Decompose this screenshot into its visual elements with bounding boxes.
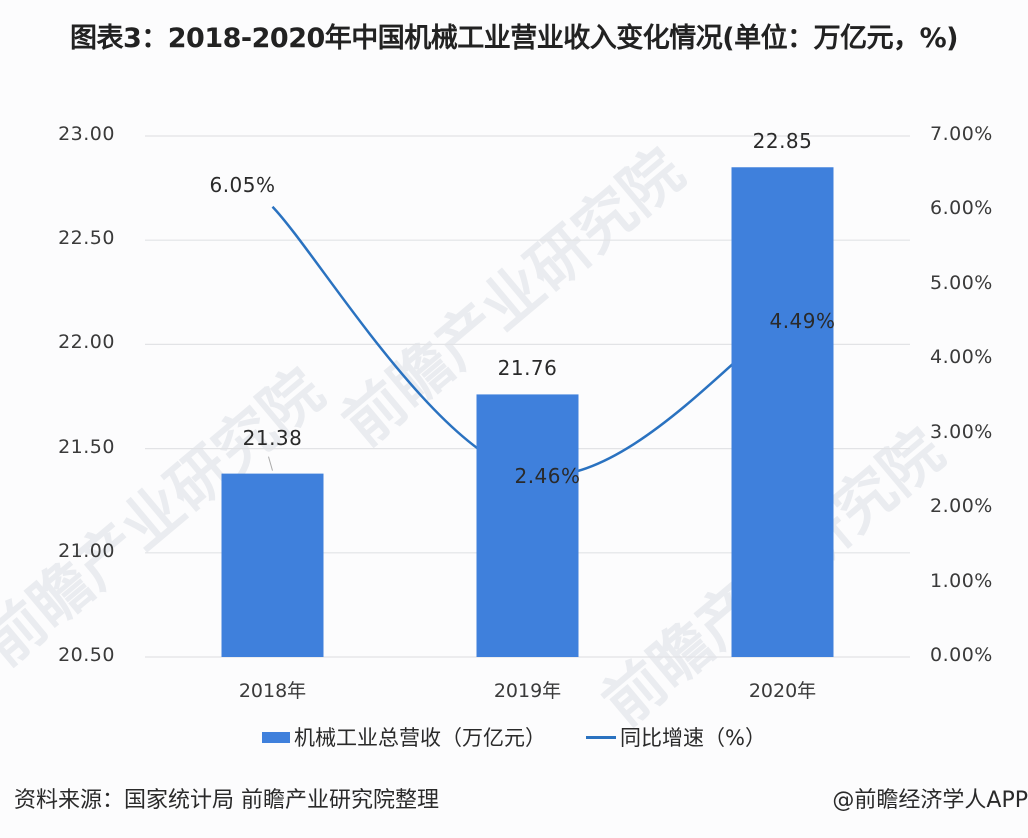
- right-axis-tick: 4.00%: [930, 346, 993, 369]
- left-axis-tick: 22.00: [58, 331, 115, 354]
- revenue-bar: [476, 394, 579, 657]
- label-leader-lines: [268, 456, 273, 471]
- growth-value-label: 4.49%: [769, 308, 836, 333]
- right-axis-tick: 2.00%: [930, 495, 993, 518]
- right-axis-tick: 7.00%: [930, 123, 993, 145]
- revenue-bar: [221, 473, 324, 657]
- right-axis-tick: 6.00%: [930, 197, 993, 220]
- x-axis-tick: 2020年: [748, 680, 817, 702]
- left-axis-tick: 21.00: [58, 539, 115, 562]
- revenue-bar: [731, 167, 834, 657]
- line-swatch-icon: [586, 735, 617, 739]
- right-axis-tick: 0.00%: [930, 644, 993, 666]
- x-axis-tick: 2019年: [493, 680, 562, 702]
- legend-label-growth: 同比增速（%）: [620, 726, 766, 750]
- right-axis-tick: 3.00%: [930, 420, 993, 443]
- left-axis-tick: 20.50: [58, 644, 115, 666]
- right-axis-tick: 1.00%: [930, 569, 993, 592]
- left-axis-tick: 22.50: [58, 227, 115, 250]
- credit-note: @前瞻经济学人APP: [832, 788, 1028, 813]
- x-axis-tick: 2018年: [238, 680, 307, 702]
- legend-item-revenue: 机械工业总营收（万亿元）: [262, 722, 546, 752]
- revenue-bars: [221, 167, 834, 657]
- left-axis-tick: 21.50: [58, 435, 115, 458]
- right-axis-tick: 5.00%: [930, 271, 993, 294]
- source-note: 资料来源：国家统计局 前瞻产业研究院整理: [14, 788, 439, 813]
- bar-value-label: 21.76: [497, 356, 558, 381]
- bar-value-label: 21.38: [242, 425, 303, 450]
- bar-value-label: 22.85: [752, 129, 813, 154]
- left-axis-tick: 23.00: [58, 123, 115, 145]
- legend-label-revenue: 机械工业总营收（万亿元）: [294, 726, 547, 750]
- bar-swatch-icon: [262, 731, 291, 743]
- chart-title: 图表3：2018-2020年中国机械工业营业收入变化情况(单位：万亿元，%): [69, 23, 959, 54]
- growth-value-label: 2.46%: [514, 463, 581, 488]
- legend: 机械工业总营收（万亿元） 同比增速（%）: [0, 722, 1028, 752]
- growth-value-label: 6.05%: [209, 172, 276, 197]
- legend-item-growth: 同比增速（%）: [586, 722, 766, 752]
